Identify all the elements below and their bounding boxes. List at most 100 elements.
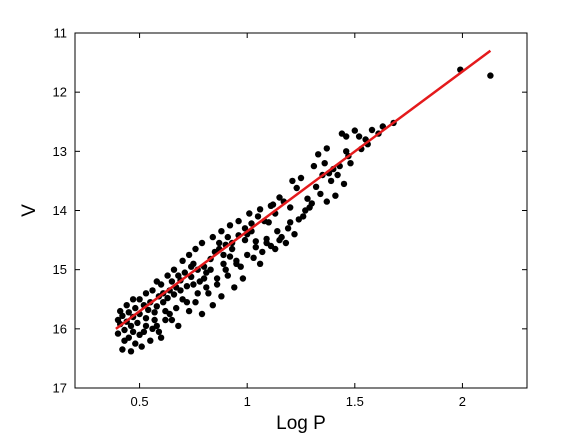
data-point	[241, 225, 249, 232]
data-point	[173, 304, 180, 312]
data-point	[256, 260, 264, 267]
y-tick-label: 15	[53, 262, 67, 277]
data-point	[185, 307, 193, 315]
data-point	[149, 287, 156, 294]
data-point	[213, 275, 221, 282]
data-point	[168, 316, 176, 324]
data-point	[246, 210, 253, 217]
data-point	[226, 253, 234, 260]
data-point	[164, 294, 171, 302]
data-point	[334, 171, 341, 179]
data-point	[192, 299, 199, 306]
data-point	[155, 328, 163, 335]
data-point	[175, 322, 182, 330]
data-point	[235, 217, 242, 225]
data-point	[272, 245, 279, 253]
data-point	[181, 269, 188, 276]
data-point	[310, 162, 318, 170]
data-point	[164, 272, 171, 279]
data-point	[343, 148, 350, 155]
data-point	[153, 278, 160, 285]
data-point	[183, 283, 191, 290]
data-point	[289, 177, 296, 185]
data-point	[317, 190, 324, 198]
data-point	[351, 127, 358, 134]
data-point	[274, 228, 281, 235]
data-point	[194, 290, 201, 297]
data-point	[119, 346, 126, 353]
y-tick-label: 13	[53, 144, 67, 159]
data-point	[213, 281, 221, 288]
data-point	[127, 322, 135, 330]
x-tick-label: 0.5	[131, 394, 149, 409]
data-point	[147, 337, 154, 344]
y-tick-label: 14	[53, 203, 67, 218]
data-point	[177, 287, 184, 294]
x-tick-label: 1	[244, 394, 251, 409]
axis-ticks: 0.5 1 1.5 2 11 12 13 14 15 16 17	[53, 26, 527, 409]
data-point	[209, 233, 216, 241]
y-tick-label: 11	[54, 26, 68, 41]
data-point	[291, 231, 298, 238]
data-point	[123, 302, 130, 309]
data-point	[216, 239, 223, 247]
data-point	[347, 160, 354, 167]
data-point	[276, 236, 283, 244]
data-point	[117, 307, 124, 315]
data-point	[315, 151, 322, 158]
data-point	[368, 126, 376, 134]
data-point	[160, 299, 167, 306]
data-point	[218, 228, 225, 235]
data-point	[114, 330, 122, 337]
data-point	[300, 213, 307, 220]
data-point	[297, 174, 305, 182]
data-point	[256, 206, 264, 213]
data-point	[228, 245, 236, 253]
data-point	[153, 303, 160, 310]
data-point	[192, 245, 199, 253]
data-point	[224, 233, 231, 241]
data-point	[166, 310, 173, 318]
data-point	[114, 316, 122, 324]
data-point	[127, 348, 135, 355]
data-point	[252, 238, 259, 245]
data-point	[248, 220, 255, 227]
data-point	[338, 130, 346, 137]
data-point	[222, 266, 229, 273]
data-point	[220, 251, 227, 259]
data-point	[218, 293, 225, 300]
data-point	[136, 296, 143, 303]
data-point	[209, 302, 216, 309]
data-point	[145, 306, 152, 314]
data-point	[282, 239, 290, 247]
data-point	[170, 291, 178, 298]
y-tick-label: 17	[53, 381, 67, 396]
data-point	[250, 254, 257, 261]
x-tick-label: 1.5	[346, 394, 364, 409]
y-tick-label: 12	[53, 85, 67, 100]
data-point	[284, 225, 292, 232]
data-point	[224, 272, 231, 279]
data-point	[355, 133, 363, 140]
data-point	[306, 204, 313, 211]
data-point	[323, 145, 330, 152]
data-point	[188, 263, 195, 270]
data-point	[332, 192, 339, 199]
data-point	[231, 284, 238, 291]
data-point	[142, 315, 150, 322]
data-point	[121, 326, 128, 334]
data-point	[340, 180, 348, 188]
data-point	[287, 204, 294, 211]
data-point	[129, 328, 137, 335]
data-point	[487, 72, 494, 79]
data-point	[207, 266, 214, 273]
data-point	[239, 275, 247, 282]
data-point	[136, 331, 143, 338]
x-axis-title: Log P	[276, 413, 326, 434]
data-point	[321, 160, 328, 167]
data-point	[179, 257, 186, 264]
data-point	[241, 236, 249, 244]
fit-line	[115, 49, 492, 330]
data-point	[205, 290, 212, 297]
y-axis-title: V	[19, 204, 40, 217]
